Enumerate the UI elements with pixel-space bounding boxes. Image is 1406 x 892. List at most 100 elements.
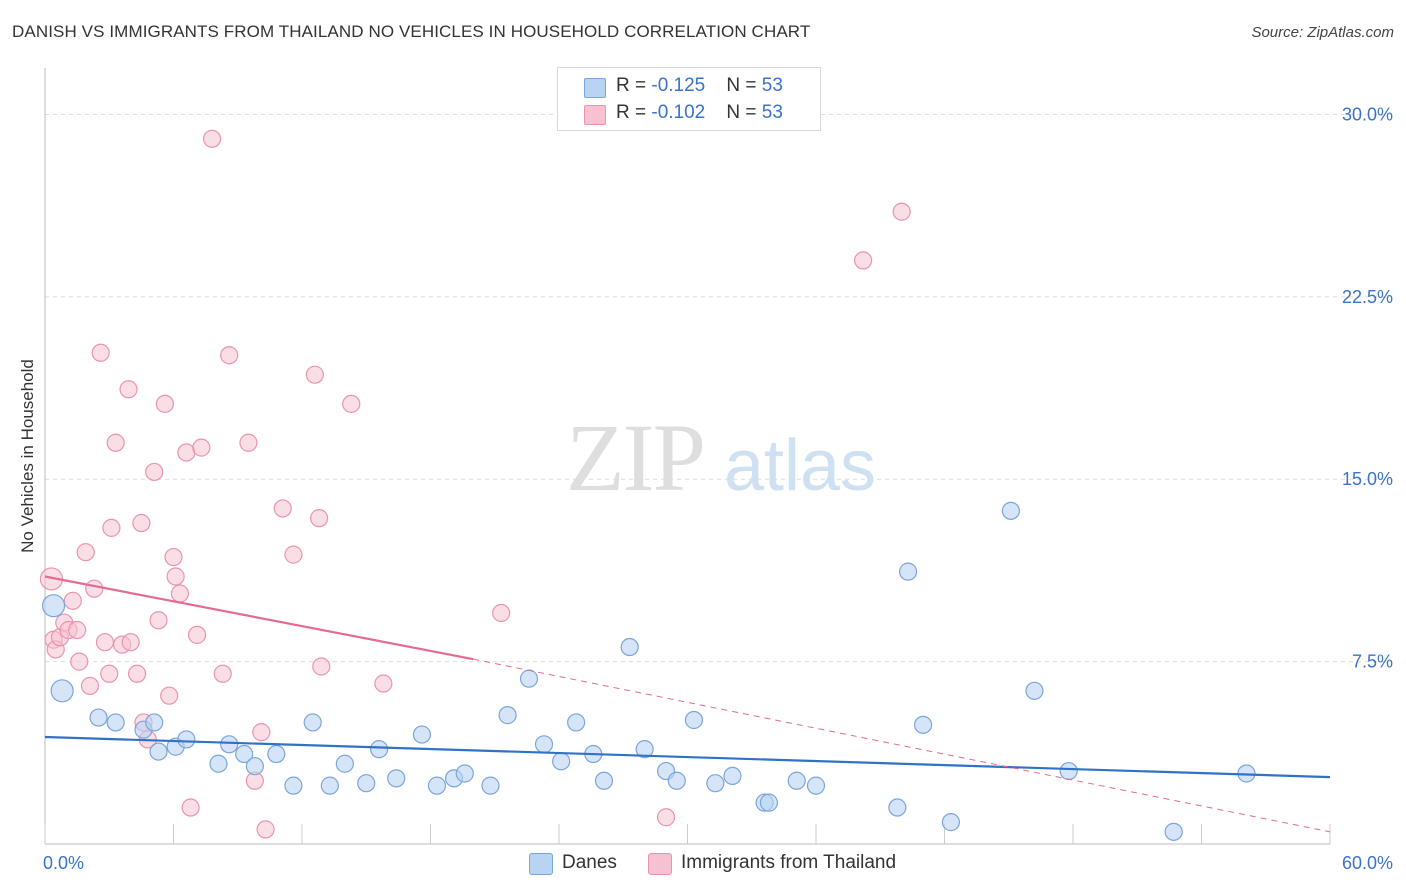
danes-point bbox=[412, 725, 432, 744]
danes-point bbox=[320, 776, 339, 795]
danes-point bbox=[620, 637, 639, 657]
thailand-point bbox=[70, 652, 89, 671]
chart-title: DANISH VS IMMIGRANTS FROM THAILAND NO VE… bbox=[12, 22, 811, 41]
danes-point bbox=[552, 752, 571, 771]
thailand-point bbox=[170, 584, 190, 603]
watermark-zip: ZIP bbox=[566, 404, 704, 511]
danes-point bbox=[303, 713, 322, 732]
danes-point bbox=[723, 766, 742, 786]
thailand-point bbox=[155, 394, 175, 413]
danes-point bbox=[245, 757, 264, 776]
danes-point bbox=[41, 594, 66, 618]
thailand-point bbox=[166, 567, 185, 586]
thailand-trend-line bbox=[44, 575, 474, 661]
y-tick-label-1: 15.0% bbox=[1342, 469, 1393, 489]
thailand-point bbox=[91, 343, 110, 362]
danes-point bbox=[534, 735, 554, 754]
thailand-point bbox=[202, 129, 222, 148]
thailand-point bbox=[132, 513, 151, 533]
thailand-point bbox=[656, 808, 676, 827]
danes-point bbox=[284, 776, 303, 795]
thailand-point bbox=[68, 620, 87, 640]
danes-point bbox=[898, 562, 918, 581]
danes-point bbox=[370, 740, 389, 759]
thailand-point bbox=[80, 676, 100, 696]
thailand-point bbox=[239, 433, 258, 452]
thailand-point bbox=[213, 664, 232, 683]
thailand-point bbox=[95, 633, 115, 652]
thailand-point bbox=[149, 611, 168, 630]
thailand-point bbox=[310, 509, 329, 528]
danes-point bbox=[567, 713, 586, 732]
legend-danes-text: R = -0.125 N = 53 bbox=[616, 75, 783, 96]
thailand-point bbox=[252, 723, 271, 742]
tick-labels: 7.5% 15.0% 22.5% 30.0% 0.0% 60.0% bbox=[43, 104, 1393, 873]
trend-lines bbox=[44, 575, 1331, 833]
danes-point bbox=[941, 813, 961, 832]
y-tick-label-3: 30.0% bbox=[1342, 104, 1393, 124]
danes-point bbox=[387, 769, 406, 788]
danes-point bbox=[667, 771, 686, 790]
danes-point bbox=[145, 713, 164, 732]
danes-point bbox=[427, 776, 447, 795]
thailand-point bbox=[892, 202, 911, 221]
thailand-point bbox=[127, 664, 147, 683]
y-tick-label-2: 22.5% bbox=[1342, 287, 1393, 307]
series-legend: Danes Immigrants from Thailand bbox=[0, 852, 1406, 878]
danes-point bbox=[481, 776, 500, 795]
grid-lines bbox=[45, 113, 1392, 663]
danes-point bbox=[455, 764, 474, 783]
danes-point bbox=[1001, 501, 1020, 520]
danes-point bbox=[1059, 761, 1078, 781]
danes-trend-line bbox=[44, 735, 1331, 779]
thailand-point bbox=[305, 365, 324, 384]
danes-point bbox=[267, 744, 286, 764]
x-tick-label-0: 0.0% bbox=[43, 853, 84, 873]
thailand-point bbox=[181, 798, 200, 817]
danes-point bbox=[684, 710, 704, 730]
danes-point bbox=[209, 754, 228, 773]
thailand-point bbox=[164, 547, 183, 567]
danes-point bbox=[706, 774, 725, 793]
source-label: Source: ZipAtlas.com bbox=[1251, 24, 1394, 41]
danes-point bbox=[498, 706, 517, 725]
thailand-point bbox=[106, 433, 125, 452]
danes-legend-swatch bbox=[529, 853, 553, 875]
thailand-point bbox=[85, 579, 104, 598]
thailand-point bbox=[854, 251, 873, 270]
danes-point bbox=[888, 798, 907, 817]
danes-point bbox=[50, 679, 74, 703]
thailand-point bbox=[177, 443, 196, 462]
thailand-legend-swatch bbox=[648, 853, 672, 875]
thailand-point bbox=[119, 380, 138, 399]
danes-point bbox=[519, 669, 539, 688]
danes-swatch bbox=[584, 78, 606, 98]
danes-point bbox=[1025, 681, 1044, 700]
thailand-point bbox=[121, 633, 140, 652]
thailand-point bbox=[256, 820, 275, 839]
thailand-point bbox=[492, 603, 511, 623]
y-axis-label: No Vehicles in Household bbox=[18, 359, 37, 553]
danes-point bbox=[635, 740, 654, 759]
thailand-point bbox=[63, 591, 82, 610]
danes-point bbox=[1164, 822, 1183, 841]
danes-point bbox=[357, 774, 376, 793]
thailand-point bbox=[284, 545, 303, 564]
thailand-points bbox=[39, 129, 911, 839]
thailand-point bbox=[374, 674, 393, 693]
thailand-point bbox=[102, 518, 121, 537]
danes-point bbox=[149, 742, 168, 761]
correlation-legend: R = -0.125 N = 53 R = -0.102 N = 53 bbox=[557, 67, 821, 131]
thailand-trend-line-extension bbox=[473, 658, 1331, 833]
axes bbox=[44, 68, 1331, 845]
danes-point bbox=[806, 776, 826, 795]
danes-point bbox=[335, 754, 354, 773]
thailand-point bbox=[145, 462, 164, 482]
x-tick-label-1: 60.0% bbox=[1342, 853, 1393, 873]
thailand-point bbox=[342, 394, 361, 413]
watermark-atlas: atlas bbox=[724, 426, 876, 506]
danes-point bbox=[220, 735, 239, 754]
danes-point bbox=[594, 771, 614, 790]
danes-point bbox=[89, 708, 108, 727]
thailand-point bbox=[273, 499, 292, 518]
